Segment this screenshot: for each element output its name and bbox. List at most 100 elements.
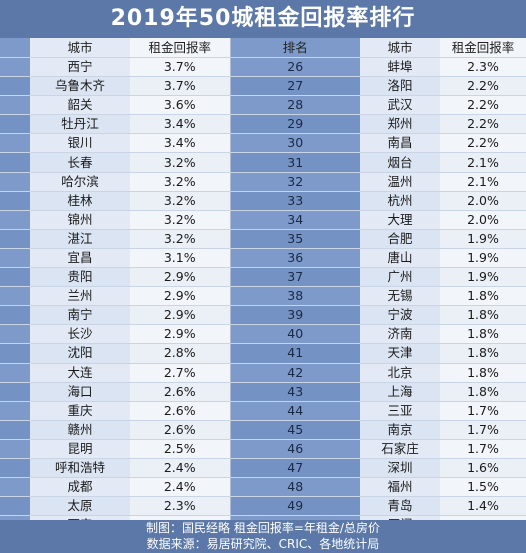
city-left-cell: 桂林 [30, 191, 130, 211]
table-row: 牡丹江 3.4% 29 郑州 2.2% [0, 114, 526, 135]
city-left-cell: 赣州 [30, 420, 130, 440]
city-left-cell: 锦州 [30, 210, 130, 230]
footer: 制图：国民经略 租金回报率=年租金/总房价 数据来源：易居研究院、CRIC、各地… [0, 520, 526, 553]
city-left-cell: 湛江 [30, 229, 130, 249]
rank-right-cell: 26 [229, 57, 360, 78]
rank-left-cell [0, 133, 30, 154]
rank-left-cell [0, 114, 30, 135]
table-row: 宜昌 3.1% 36 唐山 1.9% [0, 248, 526, 269]
rate-left-cell: 2.8% [130, 343, 230, 364]
rank-right-cell: 46 [229, 439, 360, 459]
city-left-cell: 银川 [30, 133, 130, 154]
rank-right-cell: 29 [229, 114, 360, 135]
rank-left-cell [0, 76, 30, 97]
city-right-cell: 唐山 [360, 248, 440, 269]
rank-right-cell: 41 [229, 343, 360, 364]
rank-left-cell [0, 420, 30, 440]
rate-right-cell: 2.2% [440, 95, 526, 116]
rate-left-cell: 3.2% [130, 210, 230, 230]
table-row: 兰州 2.9% 38 无锡 1.8% [0, 286, 526, 307]
city-right-cell: 郑州 [360, 114, 440, 135]
rate-left-cell: 2.6% [130, 401, 230, 421]
rate-right-cell: 2.2% [440, 133, 526, 154]
rate-left-cell: 3.7% [130, 57, 230, 78]
city-left-cell: 沈阳 [30, 343, 130, 364]
rank-right-cell: 27 [229, 76, 360, 97]
table-row: 哈尔滨 3.2% 32 温州 2.1% [0, 172, 526, 192]
rank-right-cell: 40 [229, 324, 360, 345]
rank-right-cell: 49 [229, 496, 360, 517]
table-row: 湛江 3.2% 35 合肥 1.9% [0, 229, 526, 249]
rate-left-cell: 3.2% [130, 229, 230, 249]
table-header-row: 城市 租金回报率 排名 城市 租金回报率 [0, 38, 526, 58]
rate-left-cell: 2.9% [130, 305, 230, 326]
rate-left-cell: 3.4% [130, 114, 230, 135]
city-right-cell: 上海 [360, 382, 440, 402]
table-row: 长沙 2.9% 40 济南 1.8% [0, 324, 526, 345]
rate-left-cell: 3.2% [130, 191, 230, 211]
header-city-right: 城市 [360, 38, 440, 58]
city-left-cell: 哈尔滨 [30, 172, 130, 192]
rank-right-cell: 33 [229, 191, 360, 211]
city-right-cell: 福州 [360, 477, 440, 498]
rank-left-cell [0, 496, 30, 517]
city-right-cell: 洛阳 [360, 76, 440, 97]
table-row: 沈阳 2.8% 41 天津 1.8% [0, 343, 526, 364]
header-rate-right: 租金回报率 [440, 38, 526, 58]
city-left-cell: 重庆 [30, 401, 130, 421]
rate-right-cell: 2.1% [440, 152, 526, 173]
rate-left-cell: 2.6% [130, 382, 230, 402]
rank-right-cell: 38 [229, 286, 360, 307]
city-left-cell: 成都 [30, 477, 130, 498]
rate-left-cell: 2.3% [130, 496, 230, 517]
table-row: 呼和浩特 2.4% 47 深圳 1.6% [0, 458, 526, 479]
rank-left-cell [0, 191, 30, 211]
page-title: 2019年50城租金回报率排行 [0, 0, 526, 39]
city-right-cell: 三亚 [360, 401, 440, 421]
rate-left-cell: 2.7% [130, 363, 230, 383]
table-row: 乌鲁木齐 3.7% 27 洛阳 2.2% [0, 76, 526, 97]
city-right-cell: 广州 [360, 267, 440, 288]
city-right-cell: 青岛 [360, 496, 440, 517]
rank-right-cell: 48 [229, 477, 360, 498]
rank-right-cell: 37 [229, 267, 360, 288]
rate-right-cell: 2.1% [440, 172, 526, 192]
city-left-cell: 呼和浩特 [30, 458, 130, 479]
city-left-cell: 长春 [30, 152, 130, 173]
city-right-cell: 武汉 [360, 95, 440, 116]
city-right-cell: 宁波 [360, 305, 440, 326]
city-right-cell: 温州 [360, 172, 440, 192]
header-rate-left: 租金回报率 [130, 38, 230, 58]
rank-right-cell: 36 [229, 248, 360, 269]
footer-credit: 制图：国民经略 租金回报率=年租金/总房价 [146, 521, 380, 535]
rank-left-cell [0, 305, 30, 326]
city-left-cell: 贵阳 [30, 267, 130, 288]
rate-right-cell: 2.0% [440, 210, 526, 230]
city-left-cell: 牡丹江 [30, 114, 130, 135]
city-right-cell: 大理 [360, 210, 440, 230]
city-right-cell: 深圳 [360, 458, 440, 479]
table-row: 海口 2.6% 43 上海 1.8% [0, 382, 526, 402]
rank-left-cell [0, 458, 30, 479]
rate-left-cell: 3.7% [130, 76, 230, 97]
rate-left-cell: 2.5% [130, 439, 230, 459]
city-left-cell: 昆明 [30, 439, 130, 459]
table-row: 长春 3.2% 31 烟台 2.1% [0, 152, 526, 173]
city-right-cell: 济南 [360, 324, 440, 345]
table-row: 锦州 3.2% 34 大理 2.0% [0, 210, 526, 230]
rate-right-cell: 2.3% [440, 57, 526, 78]
rate-right-cell: 1.7% [440, 420, 526, 440]
city-left-cell: 海口 [30, 382, 130, 402]
city-right-cell: 杭州 [360, 191, 440, 211]
city-left-cell: 长沙 [30, 324, 130, 345]
rank-right-cell: 42 [229, 363, 360, 383]
city-right-cell: 无锡 [360, 286, 440, 307]
rank-left-cell [0, 57, 30, 78]
table-row: 桂林 3.2% 33 杭州 2.0% [0, 191, 526, 211]
rank-right-cell: 28 [229, 95, 360, 116]
rate-left-cell: 2.4% [130, 458, 230, 479]
rank-left-cell [0, 382, 30, 402]
footer-source: 数据来源：易居研究院、CRIC、各地统计局 [146, 537, 380, 551]
rate-right-cell: 1.8% [440, 382, 526, 402]
rank-right-cell: 47 [229, 458, 360, 479]
